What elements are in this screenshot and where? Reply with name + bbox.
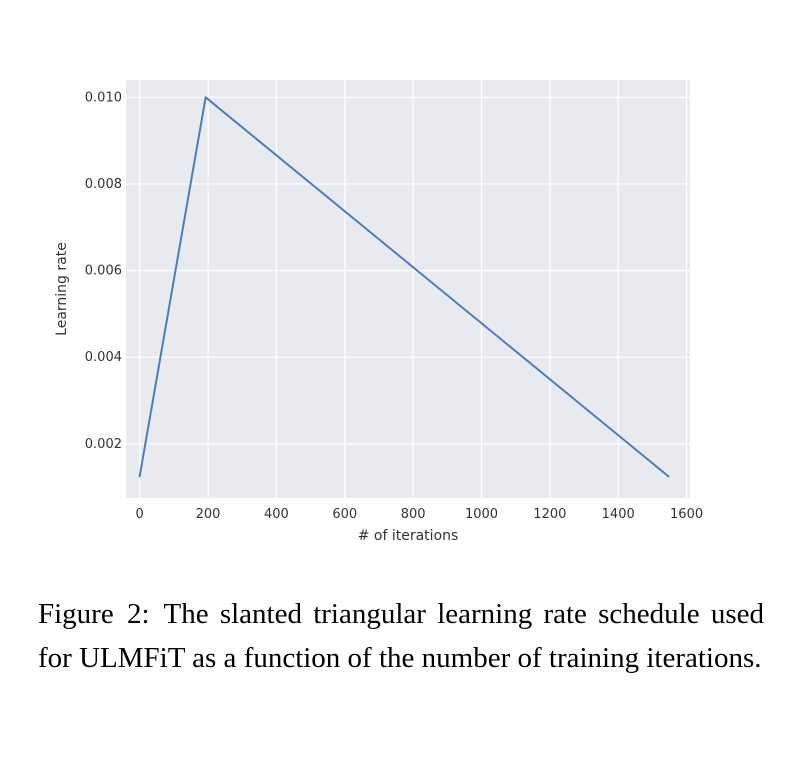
y-tick-labels: 0.002 0.004 0.006 0.008 0.010 — [85, 90, 122, 452]
x-tick-label: 200 — [196, 507, 221, 522]
y-tick-label: 0.010 — [85, 90, 122, 105]
figure-caption: Figure 2: The slanted triangular learning… — [38, 592, 764, 680]
data-point — [667, 475, 670, 478]
data-point — [204, 96, 207, 99]
x-tick-label: 1400 — [602, 507, 635, 522]
learning-rate-chart: 0 200 400 600 800 1000 1200 1400 1600 0.002 0.004… — [54, 80, 704, 544]
caption-text: The slanted triangular learning rate sch… — [38, 598, 764, 674]
y-axis-label: Learning rate — [54, 242, 70, 336]
x-axis-label: # of iterations — [358, 528, 459, 544]
data-point — [138, 475, 141, 478]
y-tick-label: 0.004 — [85, 350, 122, 365]
figure-label: Figure 2: — [38, 598, 150, 630]
y-tick-label: 0.008 — [85, 177, 122, 192]
x-tick-label: 1000 — [465, 507, 498, 522]
y-tick-label: 0.006 — [85, 264, 122, 279]
x-tick-label: 400 — [264, 507, 289, 522]
plot-area — [126, 80, 690, 498]
vertical-gridlines — [139, 80, 688, 498]
x-tick-labels: 0 200 400 600 800 1000 1200 1400 1600 — [136, 507, 704, 522]
horizontal-gridlines — [126, 96, 690, 445]
data-points — [138, 96, 670, 478]
x-tick-label: 800 — [401, 507, 426, 522]
y-tick-label: 0.002 — [85, 437, 122, 452]
x-tick-label: 1200 — [533, 507, 566, 522]
x-tick-label: 1600 — [670, 507, 703, 522]
x-tick-label: 600 — [332, 507, 357, 522]
x-tick-label: 0 — [136, 507, 144, 522]
